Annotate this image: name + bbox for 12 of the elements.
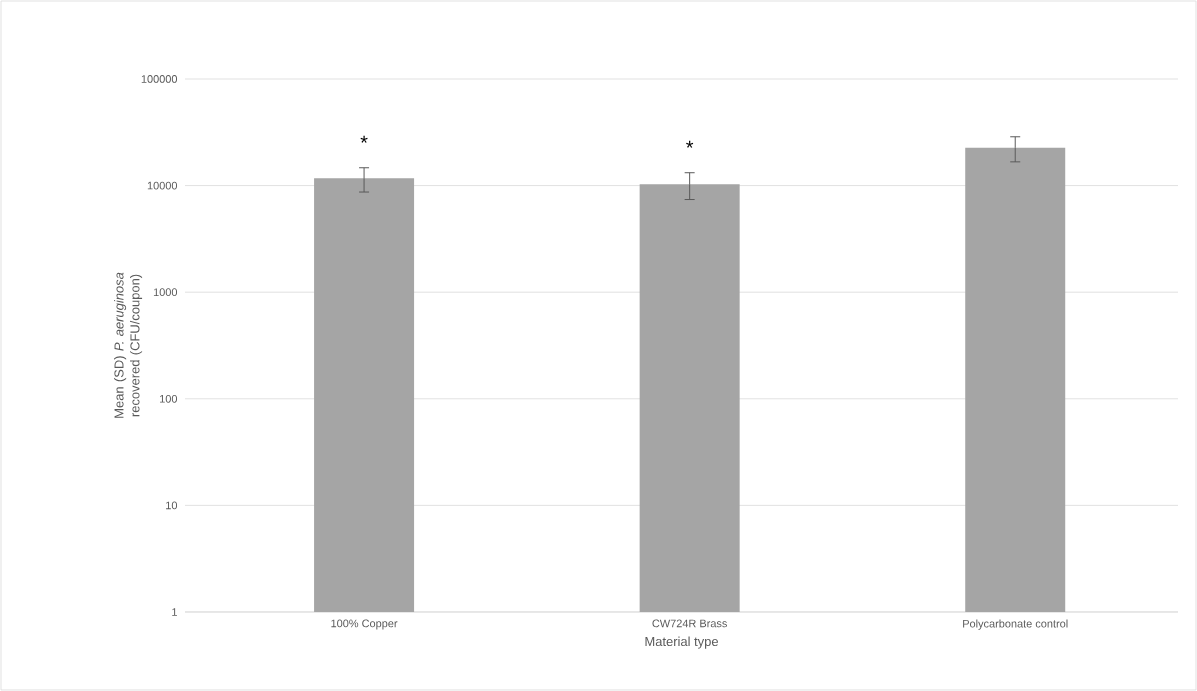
y-tick-label: 10000 [147, 181, 178, 190]
y-tick-label: 100000 [141, 75, 178, 83]
x-tick-label: CW724R Brass [652, 619, 727, 628]
x-tick-label: Polycarbonate control [963, 619, 1068, 630]
x-axis-title: Material type [645, 636, 718, 649]
annotation: * [686, 140, 694, 148]
annotation: * [360, 135, 368, 143]
y-tick-label: 1 [172, 608, 177, 616]
y-tick-label: 100 [160, 394, 178, 403]
y-tick-label: 1000 [153, 288, 178, 297]
x-tick-label: 100% Copper [331, 619, 398, 630]
y-tick-label: 10 [166, 501, 178, 510]
